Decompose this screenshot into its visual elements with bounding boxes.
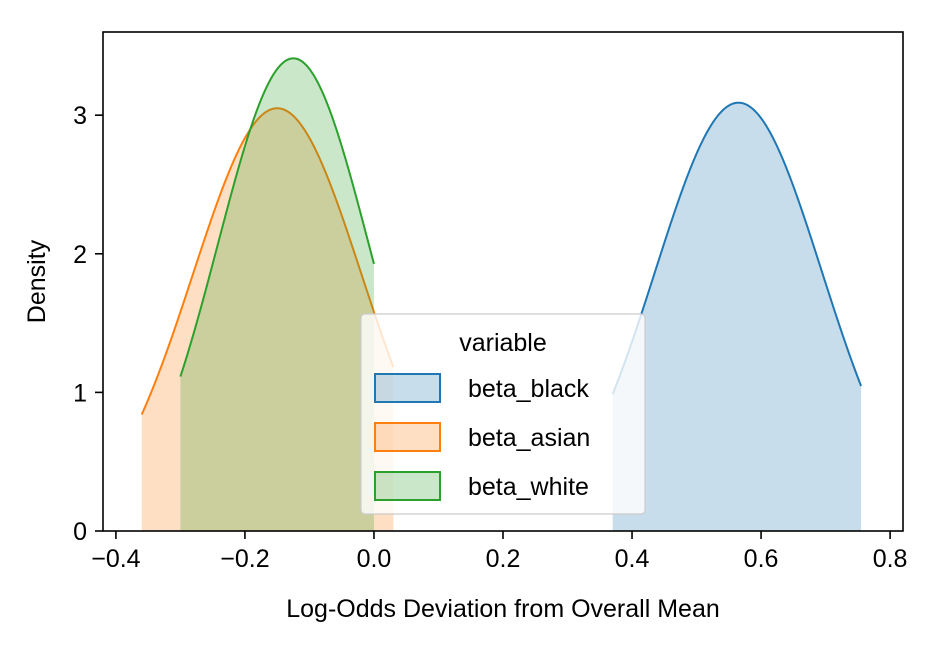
x-tick-label: 0.6 (744, 545, 779, 573)
x-tick-label: −0.4 (91, 545, 140, 573)
series-layer (140, 57, 862, 532)
x-axis-label: Log-Odds Deviation from Overall Mean (286, 595, 720, 623)
y-tick-label: 0 (73, 518, 87, 546)
x-tick-label: 0.4 (615, 545, 650, 573)
density-area-beta_black (612, 102, 862, 531)
legend-title: variable (459, 329, 547, 357)
density-area-beta_asian (141, 108, 394, 532)
legend-swatch-beta_asian (374, 422, 441, 452)
x-tick-label: −0.2 (220, 545, 269, 573)
density-line-beta_black (611, 101, 862, 395)
legend-label-beta_white: beta_white (468, 473, 589, 501)
legend-box (360, 313, 646, 515)
legend: variable beta_black beta_asian beta_white (360, 313, 646, 515)
y-tick-label: 3 (73, 102, 87, 130)
y-axis-label: Density (23, 239, 51, 323)
x-tick-label: 0.8 (873, 545, 908, 573)
legend-swatch-beta_white (374, 471, 441, 501)
x-tick-label: 0.0 (357, 545, 392, 573)
legend-swatch-beta_black (374, 373, 441, 403)
legend-label-beta_asian: beta_asian (468, 424, 590, 452)
y-axis: 0 1 2 3 (73, 102, 103, 546)
density-area-beta_white (180, 58, 374, 532)
y-tick-label: 1 (73, 379, 87, 407)
x-tick-label: 0.2 (486, 545, 521, 573)
legend-label-beta_black: beta_black (468, 375, 589, 403)
y-tick-label: 2 (73, 241, 87, 269)
density-line-beta_white (179, 57, 375, 377)
density-line-beta_asian (140, 107, 395, 415)
x-axis: −0.4 −0.2 0.0 0.2 0.4 0.6 0.8 (91, 531, 907, 573)
